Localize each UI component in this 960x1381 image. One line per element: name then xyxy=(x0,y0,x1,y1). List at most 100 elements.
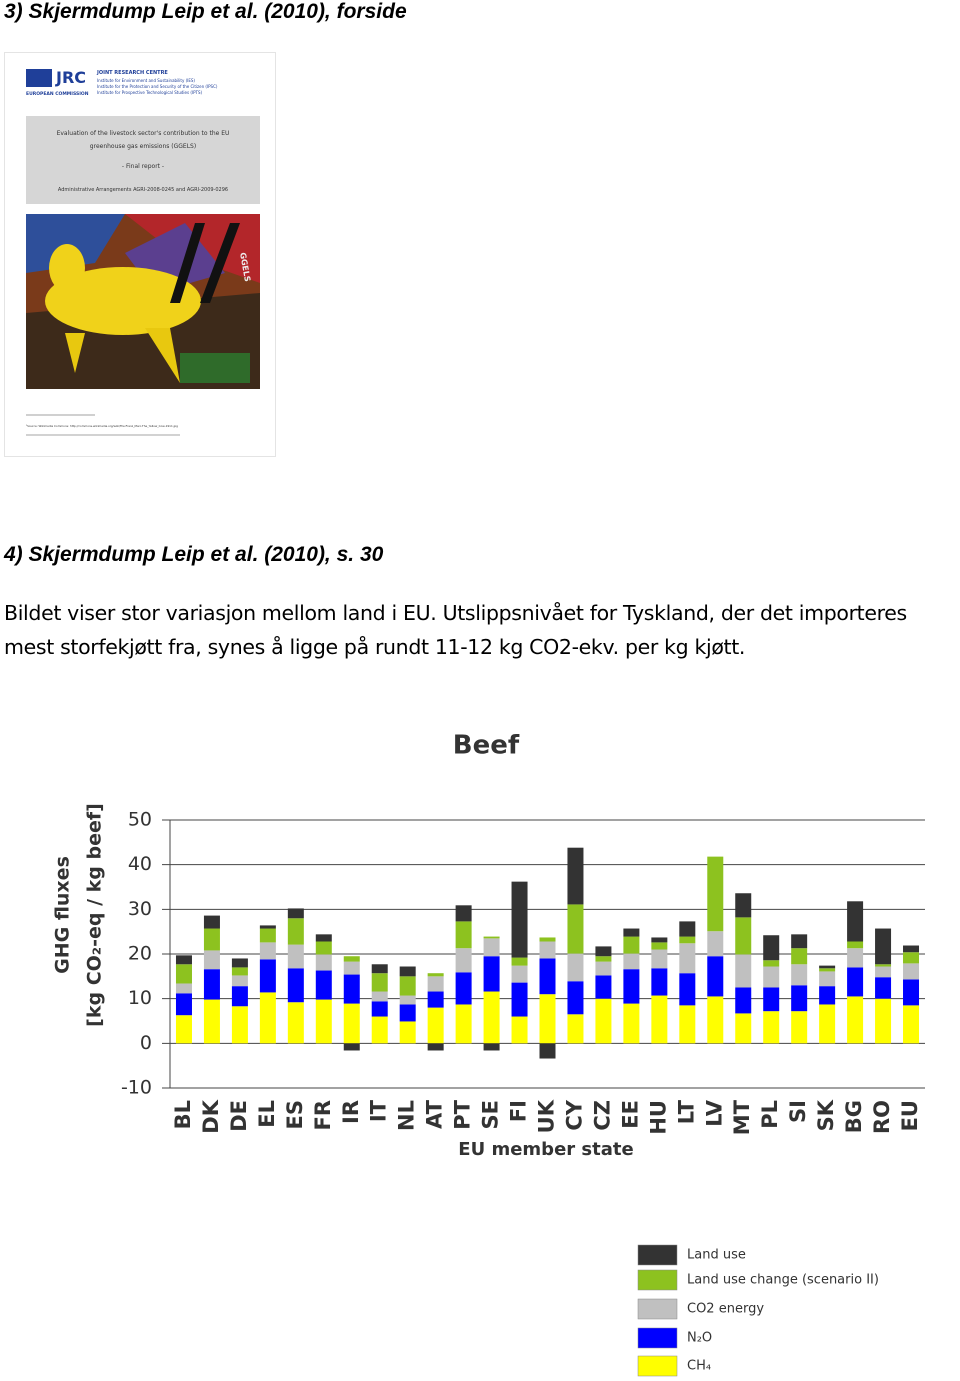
bar-segment xyxy=(875,966,892,978)
x-tick-label: NL xyxy=(395,1100,419,1131)
centre: JOINT RESEARCH CENTRE xyxy=(96,70,168,76)
bar-segment xyxy=(847,948,864,968)
x-axis-label: EU member state xyxy=(458,1139,633,1160)
bar-segment xyxy=(819,1004,836,1044)
bar-segment xyxy=(511,957,528,966)
bar-segment xyxy=(343,1043,360,1051)
bar-segment xyxy=(399,966,416,977)
x-tick-label: EL xyxy=(255,1100,279,1128)
bar-segment xyxy=(623,953,640,970)
x-tick-label: EU xyxy=(898,1100,922,1131)
institute: Institute for the Protection and Securit… xyxy=(97,84,218,89)
bar-segment xyxy=(903,952,920,964)
commission: EUROPEAN COMMISSION xyxy=(26,91,89,97)
bar-segment xyxy=(651,995,668,1044)
y-tick-label: 40 xyxy=(128,853,152,875)
bar-segment xyxy=(427,973,444,977)
bar-segment xyxy=(427,991,444,1008)
bar-segment xyxy=(791,964,808,986)
bar-segment xyxy=(343,974,360,1004)
bar-segment xyxy=(903,963,920,980)
legend-swatch xyxy=(637,1355,678,1377)
legend-swatch xyxy=(637,1298,678,1320)
bar-segment xyxy=(763,935,780,961)
y-axis-label: [kg CO₂-eq / kg beef] xyxy=(84,803,106,1027)
bar-segment xyxy=(595,975,612,999)
bar-segment xyxy=(483,936,500,939)
bar-segment xyxy=(427,1043,444,1051)
bar-segment xyxy=(287,908,304,919)
bar-segment xyxy=(847,901,864,942)
report-title: greenhouse gas emissions (GGELS) xyxy=(90,143,196,150)
bar-segment xyxy=(735,1013,752,1044)
y-tick-label: 20 xyxy=(128,943,152,965)
bar-segment xyxy=(287,1002,304,1044)
x-tick-label: MT xyxy=(730,1099,754,1135)
bar-segment xyxy=(511,965,528,983)
bar-segment xyxy=(371,964,388,974)
bar-segment xyxy=(539,994,556,1044)
bar-segment xyxy=(539,1043,556,1059)
bar-segment xyxy=(175,993,192,1016)
bar-segment xyxy=(483,1043,500,1051)
bar-segment xyxy=(707,856,724,932)
bar-segment xyxy=(819,986,836,1005)
bar-segment xyxy=(455,948,472,973)
bar-segment xyxy=(567,981,584,1015)
bar-segment xyxy=(763,987,780,1012)
x-tick-label: IR xyxy=(339,1100,363,1124)
bar-segment xyxy=(455,905,472,922)
bar-segment xyxy=(623,969,640,1004)
x-tick-label: PL xyxy=(758,1100,782,1129)
bar-segment xyxy=(231,967,248,976)
bar-segment xyxy=(819,968,836,972)
bar-segment xyxy=(399,976,416,996)
bar-segment xyxy=(763,960,780,967)
x-tick-label: HU xyxy=(646,1100,670,1135)
x-tick-label: DE xyxy=(227,1100,251,1132)
bar-segment xyxy=(175,1015,192,1044)
bar-segment xyxy=(595,961,612,976)
bar-segment xyxy=(231,1006,248,1044)
x-tick-label: SE xyxy=(479,1100,503,1129)
bar-segment xyxy=(259,928,276,943)
x-tick-label: FR xyxy=(311,1100,335,1131)
bar-segment xyxy=(315,934,332,942)
bar-segment xyxy=(791,934,808,949)
y-tick-label: 0 xyxy=(140,1032,152,1054)
heading: 3) Skjermdump Leip et al. (2010), forsid… xyxy=(4,0,407,23)
bar-segment xyxy=(231,986,248,1007)
y-tick-label: 30 xyxy=(128,898,152,920)
bar-segment xyxy=(399,1004,416,1022)
heading: 4) Skjermdump Leip et al. (2010), s. 30 xyxy=(4,543,384,566)
logo: JRC xyxy=(55,68,86,87)
bar-segment xyxy=(511,1016,528,1044)
bar-segment xyxy=(595,998,612,1044)
x-tick-label: BG xyxy=(842,1100,866,1133)
bar-segment xyxy=(791,1011,808,1044)
legend-label: CH₄ xyxy=(687,1359,711,1374)
bar-segment xyxy=(875,964,892,967)
bar-segment xyxy=(343,1003,360,1044)
bar-segment xyxy=(763,1011,780,1044)
x-tick-label: AT xyxy=(423,1099,447,1129)
chart-title: Beef xyxy=(453,731,520,761)
bar-segment xyxy=(287,918,304,945)
bar-segment xyxy=(875,977,892,999)
bar-segment xyxy=(707,996,724,1044)
bar-segment xyxy=(567,953,584,982)
bar-segment xyxy=(679,936,696,944)
bar-segment xyxy=(595,956,612,962)
painting: GGELS xyxy=(26,214,260,389)
x-tick-label: RO xyxy=(870,1100,894,1134)
x-tick-label: SK xyxy=(814,1099,838,1131)
bar-segment xyxy=(511,982,528,1017)
bar-segment xyxy=(567,1014,584,1044)
legend-label: N₂O xyxy=(687,1331,712,1346)
bar-segment xyxy=(903,1005,920,1044)
bar-segment xyxy=(175,983,192,994)
legend-swatch xyxy=(637,1244,678,1266)
bar-segment xyxy=(679,973,696,1006)
bar-segment xyxy=(427,976,444,992)
legend-label: CO2 energy xyxy=(687,1302,764,1317)
